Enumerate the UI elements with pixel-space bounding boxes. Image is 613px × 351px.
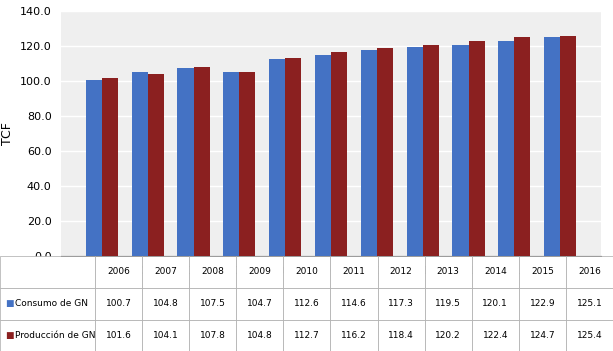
Text: 100.7: 100.7 bbox=[105, 299, 132, 308]
Bar bbox=[0, 256, 95, 287]
Text: 112.7: 112.7 bbox=[294, 331, 320, 340]
Text: ■: ■ bbox=[5, 299, 13, 308]
Bar bbox=[189, 320, 236, 351]
Bar bbox=[189, 287, 236, 320]
Text: 107.5: 107.5 bbox=[200, 299, 226, 308]
Text: 107.8: 107.8 bbox=[200, 331, 226, 340]
Bar bbox=[95, 320, 142, 351]
Bar bbox=[425, 320, 472, 351]
Text: 2006: 2006 bbox=[107, 267, 130, 276]
Text: 122.9: 122.9 bbox=[530, 299, 555, 308]
Bar bbox=[0, 320, 95, 351]
Bar bbox=[498, 40, 514, 256]
Text: 104.8: 104.8 bbox=[247, 331, 273, 340]
Text: 2015: 2015 bbox=[531, 267, 554, 276]
Bar bbox=[95, 287, 142, 320]
Bar bbox=[331, 52, 347, 256]
Bar bbox=[519, 256, 566, 287]
Bar bbox=[86, 80, 102, 256]
Text: 2014: 2014 bbox=[484, 267, 507, 276]
Text: 2009: 2009 bbox=[248, 267, 272, 276]
Text: 124.7: 124.7 bbox=[530, 331, 555, 340]
Text: 2008: 2008 bbox=[201, 267, 224, 276]
Bar bbox=[142, 320, 189, 351]
Text: 122.4: 122.4 bbox=[482, 331, 508, 340]
Bar bbox=[236, 320, 283, 351]
Bar bbox=[425, 256, 472, 287]
Text: 104.1: 104.1 bbox=[153, 331, 178, 340]
Text: 117.3: 117.3 bbox=[388, 299, 414, 308]
Bar bbox=[330, 287, 378, 320]
Text: 118.4: 118.4 bbox=[388, 331, 414, 340]
Text: 125.1: 125.1 bbox=[577, 299, 603, 308]
Text: Producción de GN: Producción de GN bbox=[15, 331, 95, 340]
Bar bbox=[285, 58, 301, 256]
Bar bbox=[566, 320, 613, 351]
Bar bbox=[472, 256, 519, 287]
Bar bbox=[472, 287, 519, 320]
Bar bbox=[514, 38, 530, 256]
Bar bbox=[178, 67, 194, 256]
Bar bbox=[330, 320, 378, 351]
Bar bbox=[142, 256, 189, 287]
Text: 104.7: 104.7 bbox=[247, 299, 273, 308]
Text: 125.4: 125.4 bbox=[577, 331, 602, 340]
Bar bbox=[223, 72, 239, 256]
Bar bbox=[378, 287, 425, 320]
Bar bbox=[239, 72, 256, 256]
Text: 112.6: 112.6 bbox=[294, 299, 320, 308]
Bar bbox=[544, 37, 560, 256]
Bar bbox=[425, 287, 472, 320]
Text: 119.5: 119.5 bbox=[435, 299, 461, 308]
Bar bbox=[519, 287, 566, 320]
Text: 2010: 2010 bbox=[295, 267, 318, 276]
Bar bbox=[142, 287, 189, 320]
Text: ■: ■ bbox=[5, 331, 13, 340]
Bar bbox=[566, 287, 613, 320]
Bar bbox=[148, 74, 164, 256]
Text: 2013: 2013 bbox=[436, 267, 460, 276]
Bar bbox=[472, 320, 519, 351]
Bar bbox=[283, 287, 330, 320]
Bar bbox=[378, 256, 425, 287]
Text: 116.2: 116.2 bbox=[341, 331, 367, 340]
Bar bbox=[102, 78, 118, 256]
Text: 120.1: 120.1 bbox=[482, 299, 508, 308]
Bar bbox=[560, 36, 576, 256]
Bar bbox=[236, 287, 283, 320]
Bar bbox=[189, 256, 236, 287]
Text: 2016: 2016 bbox=[578, 267, 601, 276]
Bar bbox=[468, 41, 484, 256]
Text: 2012: 2012 bbox=[390, 267, 413, 276]
Bar bbox=[132, 72, 148, 256]
Text: Consumo de GN: Consumo de GN bbox=[15, 299, 88, 308]
Text: 120.2: 120.2 bbox=[435, 331, 461, 340]
Bar bbox=[452, 46, 468, 256]
Bar bbox=[406, 47, 423, 256]
Text: 114.6: 114.6 bbox=[341, 299, 367, 308]
Text: 101.6: 101.6 bbox=[105, 331, 132, 340]
Bar bbox=[566, 256, 613, 287]
Text: 2007: 2007 bbox=[154, 267, 177, 276]
Bar bbox=[95, 256, 142, 287]
Bar bbox=[378, 320, 425, 351]
Bar bbox=[194, 67, 210, 256]
Text: 2011: 2011 bbox=[343, 267, 365, 276]
Bar bbox=[0, 287, 95, 320]
Y-axis label: TCF: TCF bbox=[1, 122, 14, 145]
Bar bbox=[283, 320, 330, 351]
Bar bbox=[330, 256, 378, 287]
Bar bbox=[269, 59, 285, 256]
Bar bbox=[315, 55, 331, 256]
Bar bbox=[283, 256, 330, 287]
Bar bbox=[236, 256, 283, 287]
Bar bbox=[377, 48, 393, 256]
Bar bbox=[519, 320, 566, 351]
Bar bbox=[423, 45, 439, 256]
Text: 104.8: 104.8 bbox=[153, 299, 178, 308]
Bar bbox=[361, 51, 377, 256]
